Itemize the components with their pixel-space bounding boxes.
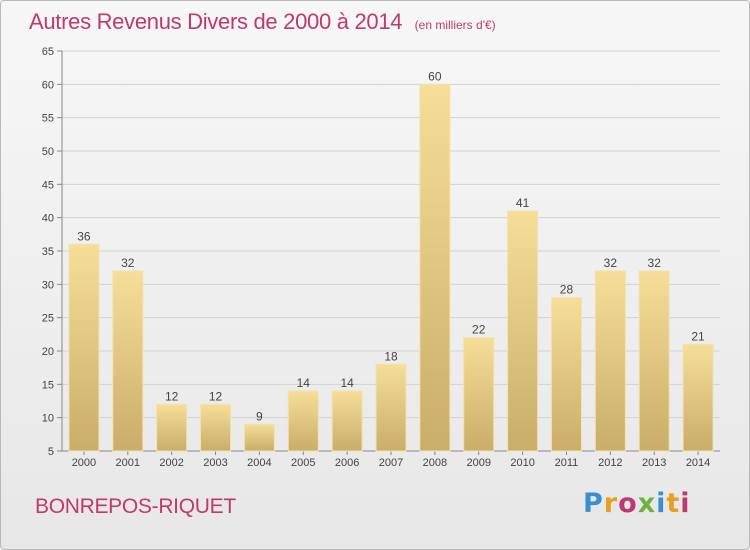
y-tick-label: 25: [42, 313, 54, 325]
bar-2002: [156, 403, 188, 452]
bar-layer: [68, 83, 714, 452]
label-layer: 36 2000 32 2001 12 2002 12 2003 9 2004 14 2005 14 200…: [72, 69, 711, 469]
x-tick-label-2009: 2009: [466, 457, 490, 469]
bar-2013: [638, 270, 670, 452]
bar-2010: [507, 210, 539, 452]
y-tick-label: 40: [42, 213, 54, 225]
bar-2011: [550, 297, 582, 452]
commune-name: BONREPOS-RIQUET: [35, 495, 236, 518]
x-tick-label-2001: 2001: [116, 457, 140, 469]
y-tick-label: 30: [42, 279, 54, 291]
y-tick-label: 65: [42, 46, 54, 58]
data-label-2009: 22: [472, 323, 486, 337]
chart-title: Autres Revenus Divers de 2000 à 2014: [29, 9, 403, 34]
data-label-2007: 18: [384, 349, 398, 363]
brand-letter: i: [680, 488, 691, 519]
data-label-2002: 12: [165, 389, 179, 403]
bar-2003: [200, 403, 232, 452]
data-label-2003: 12: [209, 389, 223, 403]
brand-letter: i: [656, 488, 667, 519]
bar-2001: [112, 270, 144, 452]
brand-letter: o: [618, 488, 638, 519]
x-tick-label-2012: 2012: [598, 457, 622, 469]
bar-2000: [68, 243, 100, 452]
x-tick-label-2004: 2004: [247, 457, 271, 469]
chart-unit: (en milliers d'€): [414, 18, 496, 32]
title-row: Autres Revenus Divers de 2000 à 2014 (en…: [29, 9, 496, 35]
brand-letter: P: [583, 488, 604, 519]
data-label-2006: 14: [340, 376, 354, 390]
data-label-2011: 28: [560, 283, 574, 297]
y-tick-label: 10: [42, 413, 54, 425]
x-tick-label-2008: 2008: [423, 457, 447, 469]
data-label-2004: 9: [256, 409, 263, 423]
data-label-2014: 21: [691, 329, 705, 343]
bar-2009: [463, 337, 495, 452]
x-tick-label-2007: 2007: [379, 457, 403, 469]
data-label-2010: 41: [516, 196, 530, 210]
x-tick-label-2013: 2013: [642, 457, 666, 469]
bar-2006: [331, 390, 363, 452]
y-tick-label: 35: [42, 246, 54, 258]
y-tick-label: 55: [42, 113, 54, 125]
x-tick-label-2011: 2011: [555, 457, 579, 469]
bar-2012: [594, 270, 626, 452]
x-tick-label-2010: 2010: [510, 457, 534, 469]
x-tick-label-2005: 2005: [291, 457, 315, 469]
x-tick-label-2003: 2003: [203, 457, 227, 469]
y-tick-label: 60: [42, 79, 54, 91]
x-tick-label-2002: 2002: [159, 457, 183, 469]
data-label-2008: 60: [428, 69, 442, 83]
bar-2008: [419, 83, 451, 452]
bar-2005: [287, 390, 319, 452]
y-tick-label: 50: [42, 146, 54, 158]
y-tick-label: 20: [42, 346, 54, 358]
bar-2007: [375, 363, 407, 452]
bar-2004: [243, 423, 275, 452]
data-label-2000: 36: [77, 229, 91, 243]
brand-letter: t: [666, 488, 681, 519]
x-tick-label-2006: 2006: [335, 457, 359, 469]
bar-2014: [682, 343, 714, 452]
data-label-2013: 32: [648, 256, 662, 270]
x-tick-label-2000: 2000: [72, 457, 96, 469]
brand-letter: x: [637, 488, 657, 519]
data-label-2001: 32: [121, 256, 135, 270]
y-tick-label: 5: [48, 446, 54, 458]
y-tick-label: 45: [42, 179, 54, 191]
data-label-2005: 14: [297, 376, 311, 390]
data-label-2012: 32: [604, 256, 618, 270]
brand-letter: r: [603, 488, 619, 519]
proxiti-logo[interactable]: Proxiti: [583, 488, 691, 519]
x-tick-label-2014: 2014: [686, 457, 710, 469]
y-tick-label: 15: [42, 379, 54, 391]
